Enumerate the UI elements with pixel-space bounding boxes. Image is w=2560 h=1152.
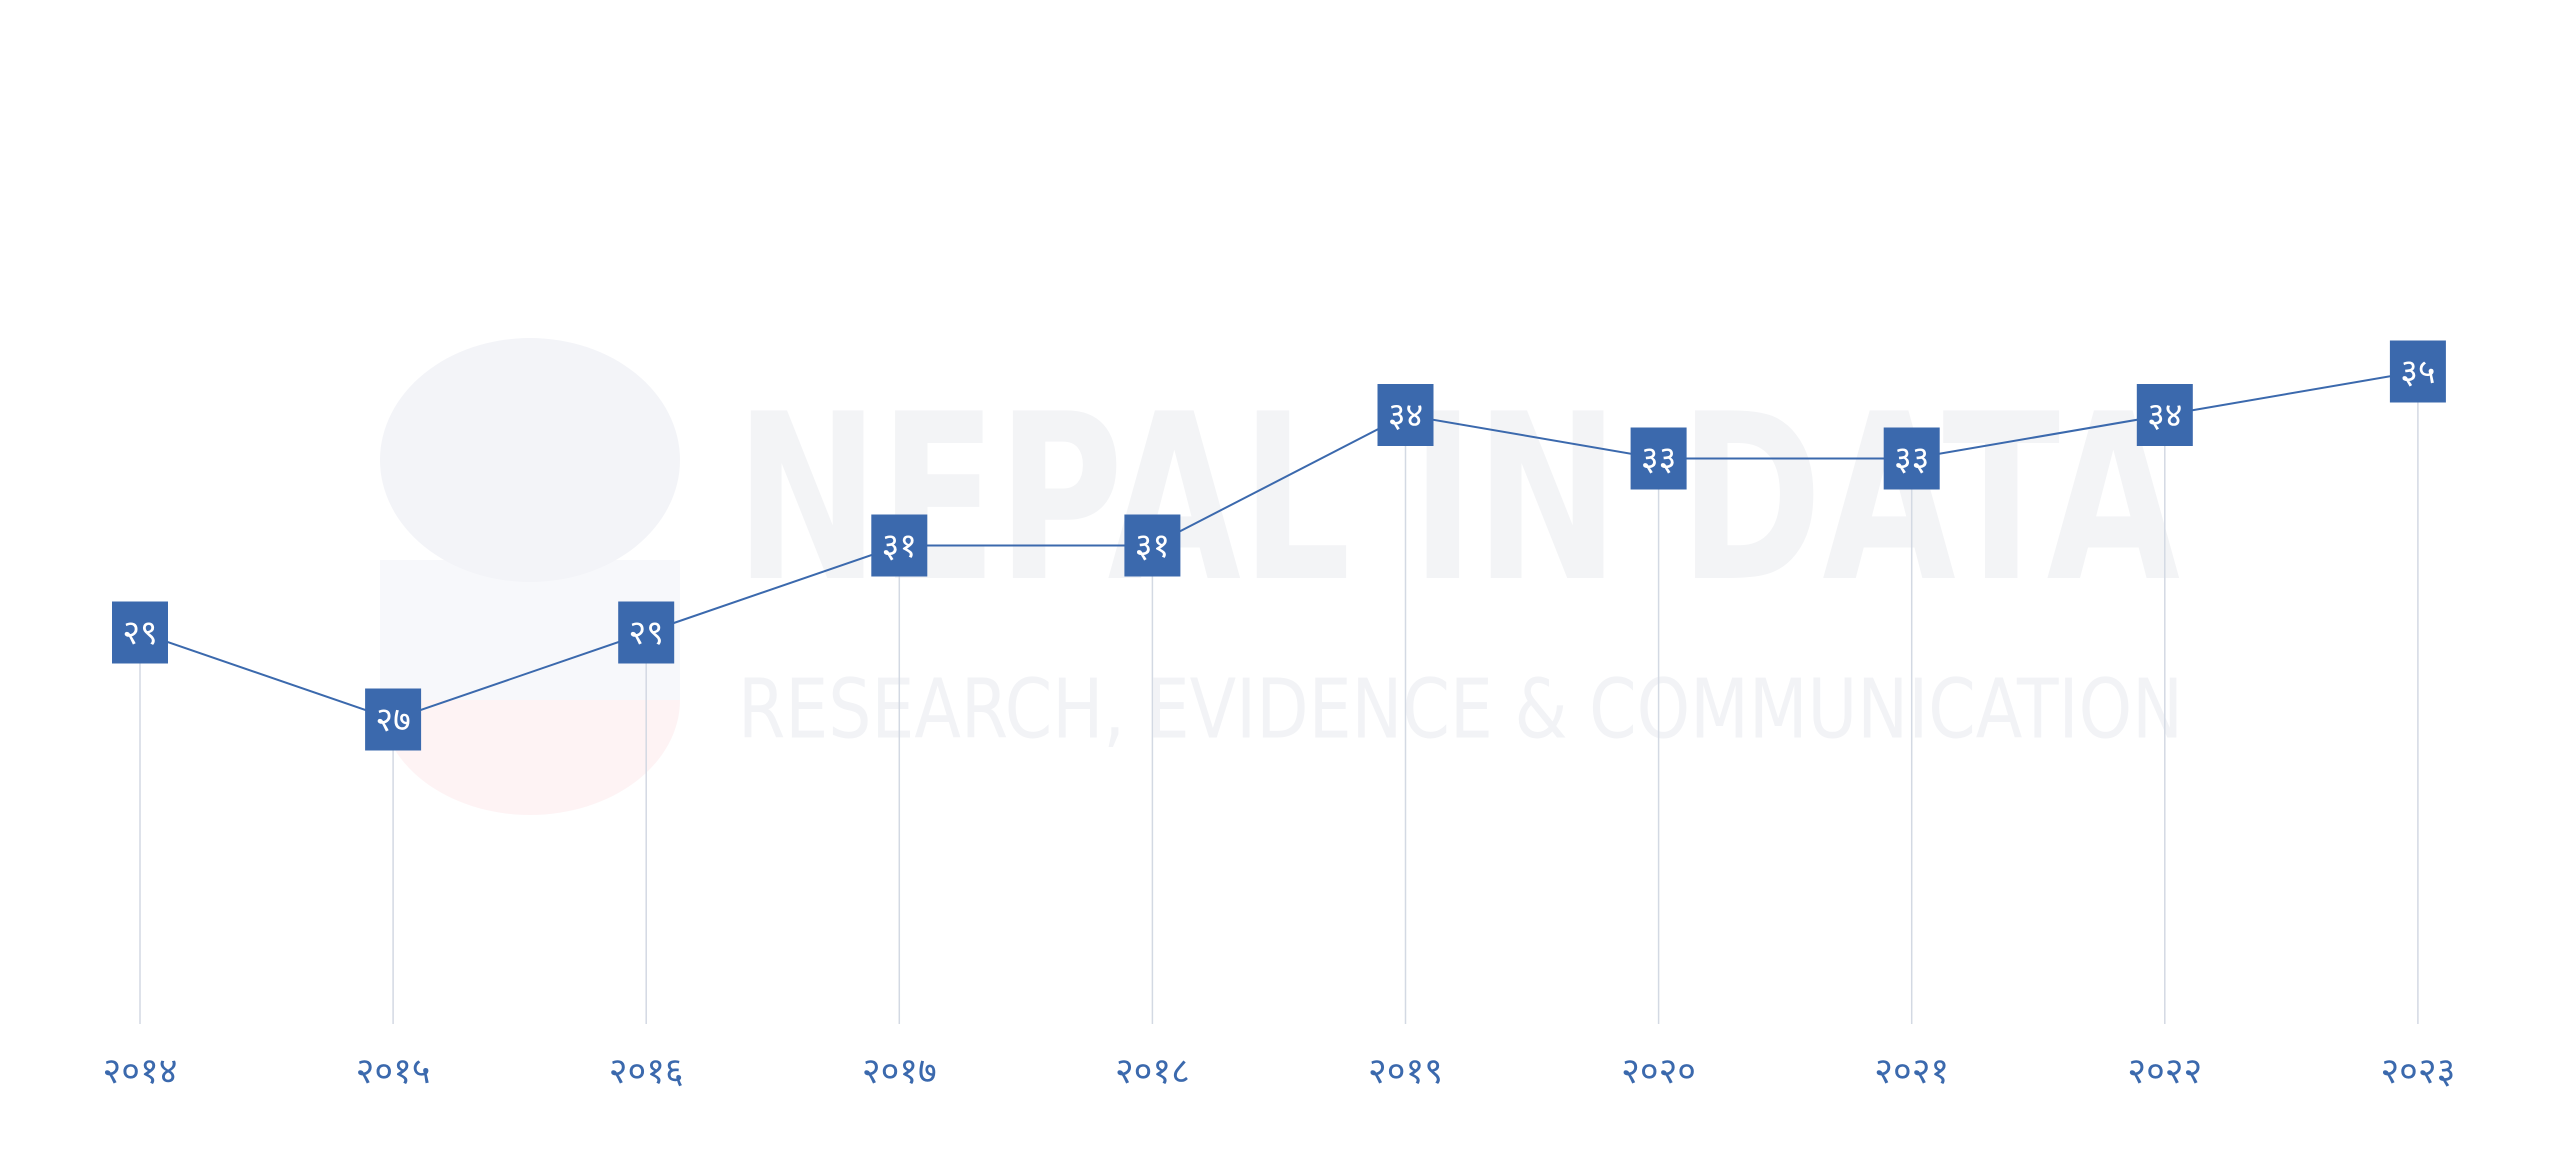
x-tick-label: २०१४ bbox=[103, 1051, 178, 1092]
x-tick-label: २०२१ bbox=[1874, 1051, 1949, 1092]
marker-box bbox=[1883, 427, 1940, 490]
value-label: ३४ bbox=[2147, 396, 2182, 436]
x-tick-label: २०१७ bbox=[862, 1051, 937, 1092]
marker-box bbox=[2389, 340, 2446, 403]
marker-box bbox=[618, 601, 675, 664]
value-label: २९ bbox=[122, 613, 157, 653]
x-tick-label: २०२० bbox=[1621, 1051, 1696, 1092]
value-label: २७ bbox=[375, 700, 410, 740]
marker-box bbox=[112, 601, 168, 664]
data-line bbox=[139, 370, 2419, 721]
marker-box bbox=[1124, 514, 1181, 577]
x-tick-label: २०१९ bbox=[1368, 1051, 1443, 1092]
marker-box bbox=[365, 688, 422, 751]
marker-box bbox=[871, 514, 928, 577]
value-label: २९ bbox=[629, 613, 664, 653]
value-label: ३१ bbox=[1135, 526, 1170, 566]
marker-box bbox=[1377, 384, 1434, 446]
value-label: ३३ bbox=[1894, 439, 1929, 479]
value-label: ३१ bbox=[882, 526, 917, 566]
x-tick-label: २०१६ bbox=[609, 1051, 684, 1092]
marker-box bbox=[1630, 427, 1687, 490]
watermark: NEPAL IN DATA RESEARCH, EVIDENCE & COMMU… bbox=[380, 338, 2183, 815]
watermark-logo-top bbox=[380, 338, 680, 582]
x-tick-label: २०१८ bbox=[1115, 1051, 1190, 1092]
x-tick-label: २०२२ bbox=[2127, 1051, 2202, 1092]
watermark-title: NEPAL IN DATA bbox=[735, 366, 2180, 633]
value-label: ३५ bbox=[2400, 352, 2435, 392]
watermark-subtitle: RESEARCH, EVIDENCE & COMMUNICATION bbox=[738, 662, 2183, 757]
value-label: ३४ bbox=[1388, 396, 1423, 436]
x-tick-label: २०२३ bbox=[2380, 1051, 2455, 1092]
x-tick-label: २०१५ bbox=[356, 1051, 431, 1092]
marker-box bbox=[2136, 384, 2193, 446]
value-label: ३३ bbox=[1641, 439, 1676, 479]
